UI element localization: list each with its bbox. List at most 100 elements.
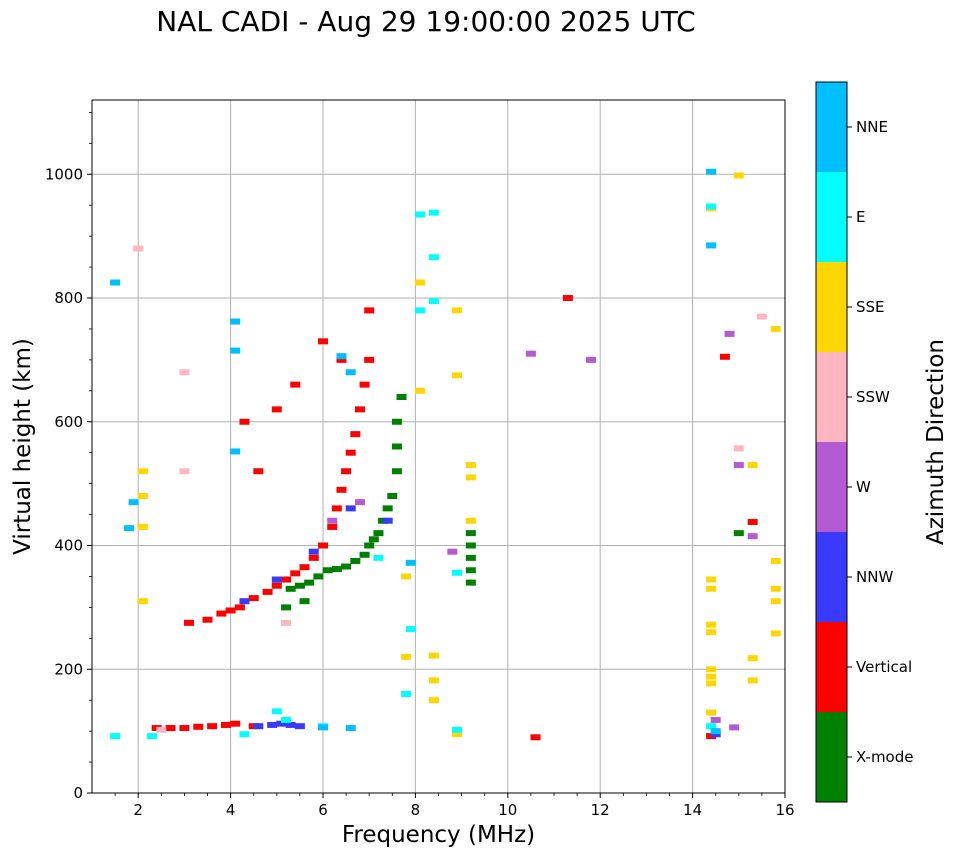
- data-point-vertical: [719, 353, 730, 360]
- data-point-sse: [747, 655, 758, 662]
- data-point-nne: [345, 725, 356, 732]
- data-point-vertical: [308, 554, 319, 561]
- colorbar-tick-label: E: [856, 208, 865, 226]
- data-point-vertical: [262, 588, 273, 595]
- data-point-vertical: [179, 725, 190, 732]
- data-point-vertical: [234, 604, 245, 611]
- data-point-sse: [706, 673, 717, 680]
- data-point-nne: [230, 347, 241, 354]
- data-point-sse: [770, 630, 781, 637]
- data-point-sse: [137, 598, 148, 605]
- data-point-sse: [706, 680, 717, 687]
- colorbar-segment-x-mode: [816, 712, 847, 802]
- data-point-sse: [451, 307, 462, 314]
- data-point-nne: [123, 525, 134, 532]
- data-point-nnw: [276, 720, 287, 727]
- x-tick-label: 12: [591, 801, 610, 819]
- data-point-nnw: [345, 505, 356, 512]
- data-point-vertical: [271, 406, 282, 413]
- data-point-sse: [401, 653, 412, 660]
- y-axis-label: Virtual height (km): [10, 338, 36, 555]
- data-point-e: [706, 723, 717, 730]
- colorbar-tick-label: SSW: [856, 388, 890, 406]
- x-tick-label: 4: [226, 801, 236, 819]
- data-point-vertical: [350, 431, 361, 438]
- data-point-vertical: [253, 468, 264, 475]
- data-point-e: [405, 626, 416, 633]
- x-tick-label: 16: [775, 801, 794, 819]
- x-tick-label: 14: [683, 801, 702, 819]
- data-point-e: [401, 691, 412, 697]
- data-point-nnw: [294, 723, 305, 730]
- data-point-x-mode: [322, 567, 333, 574]
- y-tick-label: 400: [54, 537, 83, 555]
- data-point-nnw: [271, 576, 282, 583]
- data-point-sse: [706, 709, 717, 716]
- data-point-w: [747, 533, 758, 540]
- data-point-nnw: [382, 517, 393, 524]
- data-point-nne: [706, 168, 717, 175]
- colorbar-segment-ssw: [816, 352, 847, 442]
- data-point-nnw: [239, 598, 250, 605]
- x-tick-label: 10: [498, 801, 517, 819]
- colorbar-segment-e: [816, 172, 847, 262]
- data-point-x-mode: [285, 585, 296, 592]
- data-point-x-mode: [382, 505, 393, 512]
- data-point-e: [147, 733, 158, 740]
- grid-lines: [92, 100, 785, 793]
- data-point-sse: [137, 523, 148, 530]
- data-point-nne: [230, 318, 241, 325]
- data-point-ssw: [179, 369, 190, 376]
- data-point-ssw: [179, 468, 190, 475]
- data-point-x-mode: [387, 493, 398, 499]
- data-point-nne: [710, 728, 721, 735]
- data-point-w: [354, 499, 365, 506]
- data-point-vertical: [336, 486, 347, 493]
- data-point-w: [447, 548, 458, 555]
- data-point-vertical: [230, 720, 241, 727]
- data-point-sse: [770, 557, 781, 564]
- data-point-x-mode: [364, 542, 375, 549]
- data-point-w: [710, 716, 721, 723]
- data-point-sse: [428, 697, 439, 704]
- data-point-x-mode: [391, 468, 402, 475]
- data-point-sse: [706, 621, 717, 628]
- colorbar-tick-label: SSE: [856, 298, 885, 316]
- data-point-sse: [415, 387, 426, 394]
- data-point-vertical: [345, 449, 356, 456]
- data-point-nne: [128, 499, 139, 506]
- data-point-e: [281, 716, 292, 723]
- colorbar-segment-nnw: [816, 532, 847, 622]
- chart-title: NAL CADI - Aug 29 19:00:00 2025 UTC: [156, 5, 696, 38]
- colorbar-frame: [815, 81, 848, 803]
- data-point-w: [585, 356, 596, 363]
- data-point-sse: [428, 677, 439, 684]
- data-point-nnw: [253, 723, 264, 730]
- data-point-vertical: [220, 721, 231, 728]
- data-point-w: [525, 350, 536, 357]
- data-point-sse: [465, 462, 476, 469]
- data-point-vertical: [359, 381, 370, 388]
- colorbar-tick-label: X-mode: [856, 748, 913, 766]
- data-point-e: [451, 726, 462, 733]
- data-point-vertical: [562, 295, 573, 301]
- data-point-vertical: [281, 576, 292, 583]
- data-point-vertical: [225, 607, 236, 614]
- data-point-e: [271, 708, 282, 715]
- data-point-e: [451, 569, 462, 576]
- data-point-nnw: [710, 731, 721, 738]
- colorbar-segment-w: [816, 442, 847, 532]
- data-point-x-mode: [373, 530, 384, 537]
- data-point-vertical: [364, 356, 375, 363]
- data-point-vertical: [336, 356, 347, 363]
- data-point-x-mode: [359, 551, 370, 558]
- x-tick-label: 8: [411, 801, 421, 819]
- data-point-x-mode: [350, 557, 361, 564]
- data-point-vertical: [184, 619, 195, 626]
- data-point-vertical: [327, 523, 338, 530]
- colorbar-segment-nne: [816, 82, 847, 172]
- plot-frame: [91, 99, 786, 794]
- data-point-vertical: [207, 723, 218, 730]
- data-point-x-mode: [341, 563, 352, 570]
